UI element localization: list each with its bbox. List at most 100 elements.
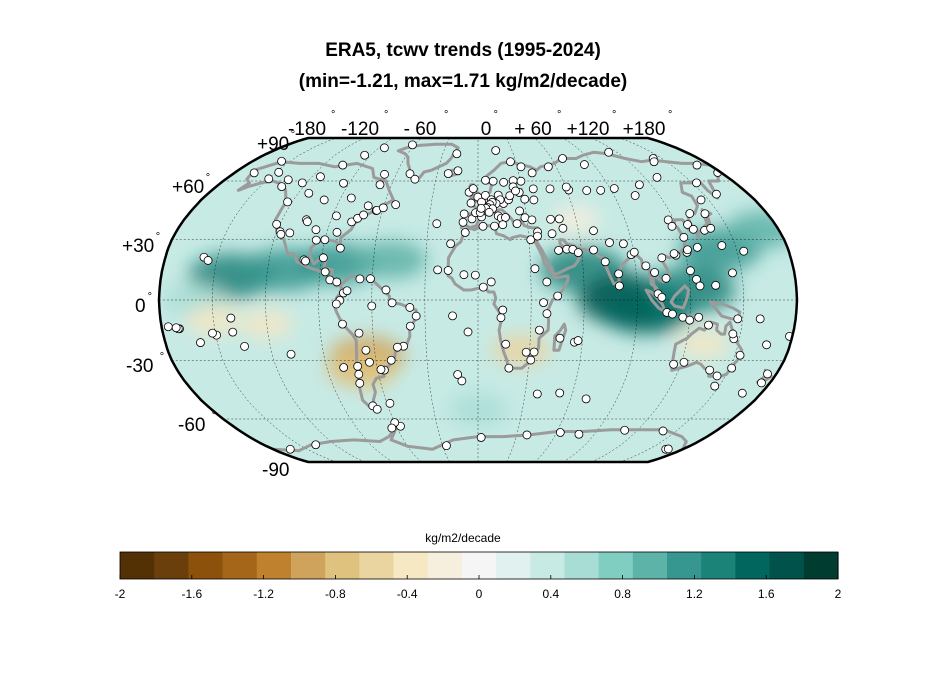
station-marker [459,209,469,219]
station-marker [274,167,284,177]
lat-label: -60 [178,415,205,436]
colorbar-swatch [496,552,531,579]
colorbar-swatch [222,552,258,579]
colorbar-tick-label: -1.2 [253,587,274,601]
station-marker [679,357,689,367]
station-marker [589,226,598,236]
coastline-antarctica [271,422,688,453]
station-marker [561,182,571,192]
colorbar-swatch [530,552,566,579]
station-marker [410,174,420,184]
station-marker [249,168,259,178]
degree-mark: ° [557,109,561,121]
station-marker [516,176,526,186]
stations [163,140,794,454]
meridian-line [318,138,394,462]
colorbar-tick-label: 1.2 [686,587,703,601]
coastline-greenland [396,142,460,183]
station-marker [589,245,598,255]
station-marker [331,299,341,309]
trend-region-3 [354,240,428,280]
station-marker [688,224,698,234]
station-marker [319,195,329,205]
station-marker [283,175,293,185]
station-marker [466,198,476,208]
trend-region-16 [678,329,729,359]
station-marker [386,355,396,365]
station-marker [458,217,468,227]
trend-region-20 [298,385,350,415]
colorbar-swatch [393,552,429,579]
station-marker [318,253,328,263]
colorbar [119,551,839,580]
degree-mark: ° [148,291,152,303]
station-marker [667,221,677,231]
colorbar-swatch [803,552,839,579]
station-marker [706,223,716,233]
station-marker [476,433,486,442]
station-marker [704,320,713,330]
station-marker [669,359,678,369]
station-marker [573,248,583,257]
station-marker [683,220,692,229]
station-marker [476,203,486,213]
station-marker [685,315,695,325]
station-marker [478,282,488,292]
degree-mark: ° [612,109,616,121]
station-marker [685,266,695,276]
station-marker [366,274,375,284]
station-marker [311,235,321,245]
station-marker [728,329,738,339]
station-marker [459,270,469,280]
station-marker [332,227,342,237]
lat-label: -30 [126,356,153,377]
degree-mark: ° [291,129,295,141]
station-marker [286,349,296,359]
station-marker [363,201,373,211]
station-marker [661,273,671,283]
colorbar-swatch [667,552,702,579]
station-marker [457,376,467,386]
colorbar-title: kg/m2/decade [425,531,501,545]
station-marker [663,444,673,454]
station-marker [733,314,743,324]
station-marker [311,225,321,235]
station-marker [529,347,539,357]
station-marker [700,209,710,219]
station-marker [558,154,567,163]
station-marker [546,214,556,224]
station-marker [663,215,673,225]
station-marker [679,232,689,242]
station-marker [727,363,737,373]
station-marker [504,363,514,373]
station-marker [228,327,238,337]
station-marker [629,247,639,257]
station-marker [695,281,705,291]
station-marker [385,398,395,408]
station-marker [488,176,498,186]
station-marker [728,268,737,278]
station-marker [522,430,532,440]
colorbar-tick-label: 2 [835,587,842,601]
station-marker [657,253,667,263]
meridian-line [591,138,691,462]
station-marker [240,342,249,351]
station-marker [375,180,385,190]
station-marker [609,184,619,193]
station-marker [339,178,348,188]
station-marker [311,440,321,450]
station-marker [486,277,496,287]
coastline-africa [446,224,570,370]
station-marker [521,347,531,357]
station-marker [361,345,371,355]
station-marker [711,280,721,290]
station-marker [532,389,542,399]
lon-label: -120 [341,119,379,140]
station-marker [692,160,702,170]
lat-label: +90 [257,134,289,155]
station-marker [527,168,537,178]
station-marker [443,266,453,275]
station-marker [338,319,347,329]
station-marker [301,256,310,266]
